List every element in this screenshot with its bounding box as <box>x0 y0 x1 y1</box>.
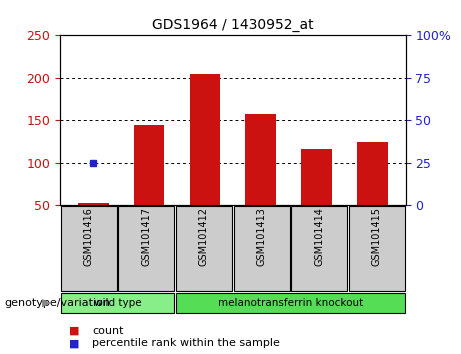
Text: wild type: wild type <box>94 298 142 308</box>
Title: GDS1964 / 1430952_at: GDS1964 / 1430952_at <box>152 18 313 32</box>
Text: genotype/variation: genotype/variation <box>5 298 111 308</box>
Text: count: count <box>92 326 124 336</box>
Text: GSM101414: GSM101414 <box>314 207 324 266</box>
Bar <box>357 142 388 205</box>
Bar <box>245 114 276 205</box>
Bar <box>301 149 332 205</box>
Text: ■: ■ <box>69 326 80 336</box>
Text: GSM101413: GSM101413 <box>257 207 266 266</box>
Text: GSM101415: GSM101415 <box>372 207 382 266</box>
Bar <box>134 125 165 205</box>
Bar <box>78 203 109 205</box>
Text: GSM101416: GSM101416 <box>84 207 94 266</box>
Text: ■: ■ <box>69 338 80 348</box>
Text: melanotransferrin knockout: melanotransferrin knockout <box>218 298 363 308</box>
Text: percentile rank within the sample: percentile rank within the sample <box>92 338 280 348</box>
Bar <box>189 74 220 205</box>
Text: GSM101412: GSM101412 <box>199 207 209 266</box>
Text: ▶: ▶ <box>42 298 51 308</box>
Text: GSM101417: GSM101417 <box>142 207 151 266</box>
